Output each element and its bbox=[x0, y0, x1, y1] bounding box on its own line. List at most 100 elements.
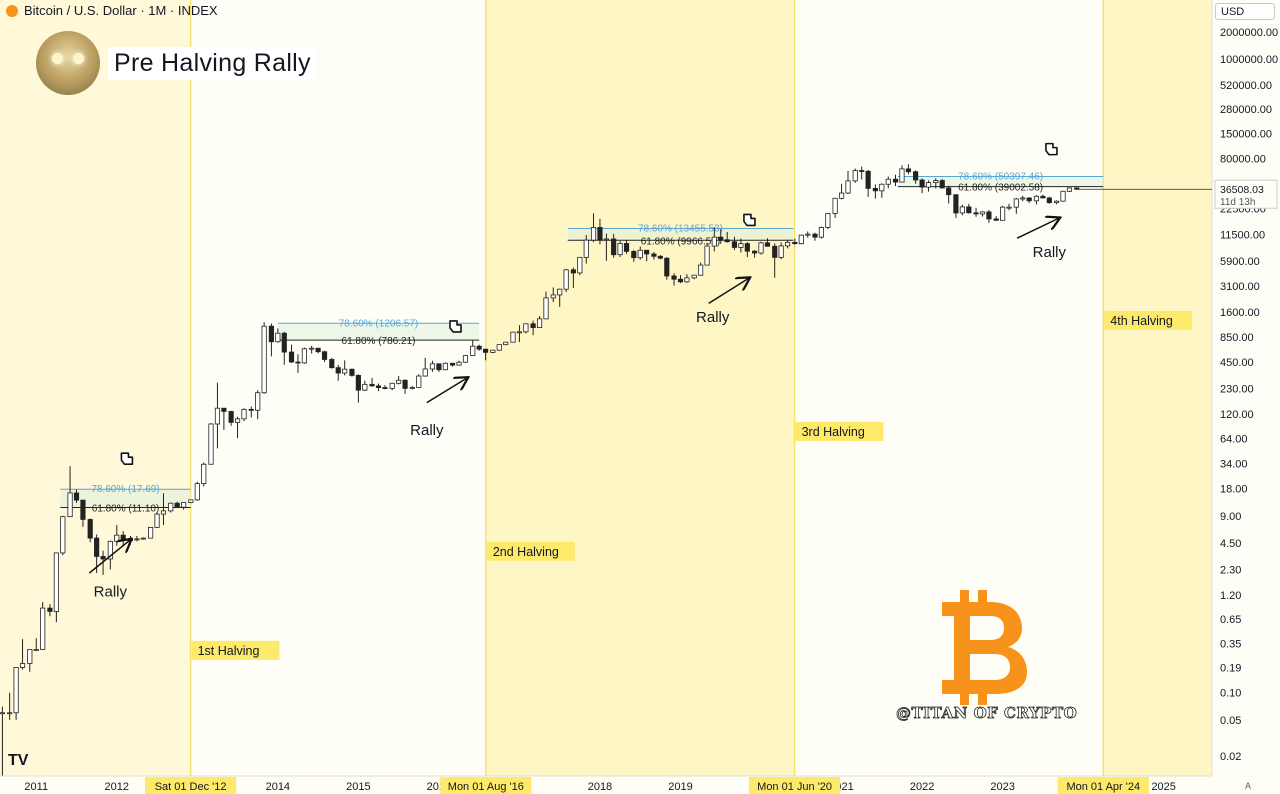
halving-date-bg bbox=[749, 777, 841, 794]
candle bbox=[201, 463, 207, 485]
price-tick-label: 850.00 bbox=[1220, 332, 1254, 344]
price-tick-label: 1.20 bbox=[1220, 590, 1241, 602]
halving-label: 1st Halving bbox=[198, 644, 260, 658]
price-tick-label: 0.02 bbox=[1220, 751, 1241, 763]
price-tick-label: 5900.00 bbox=[1220, 256, 1260, 268]
candle bbox=[214, 407, 221, 425]
halving-date-label: Mon 01 Aug '16 bbox=[448, 781, 524, 793]
candle bbox=[60, 516, 66, 554]
candle bbox=[181, 502, 187, 508]
candle bbox=[422, 368, 428, 377]
price-tick-label: 18.00 bbox=[1220, 484, 1248, 496]
price-tick-label: 0.65 bbox=[1220, 614, 1241, 626]
price-countdown: 11d 13h bbox=[1220, 197, 1255, 208]
candle bbox=[986, 211, 992, 220]
candle bbox=[0, 712, 5, 715]
candle bbox=[577, 256, 583, 274]
candle bbox=[309, 347, 315, 350]
candle bbox=[268, 325, 274, 343]
price-tick-label: 0.10 bbox=[1220, 688, 1241, 700]
candle bbox=[80, 499, 86, 520]
candle bbox=[671, 275, 677, 280]
fib-786-label: 78.60% (50397.46) bbox=[958, 172, 1043, 183]
rally-label: Rally bbox=[1033, 244, 1067, 261]
bitcoin-symbol-icon bbox=[942, 590, 1027, 705]
candle bbox=[53, 552, 59, 612]
time-tick-label: 2011 bbox=[24, 781, 48, 793]
candle bbox=[27, 649, 33, 664]
candle bbox=[778, 245, 784, 258]
candle bbox=[281, 332, 287, 353]
candle bbox=[174, 502, 180, 508]
pointing-hand-shape bbox=[1045, 142, 1058, 156]
price-tick-label: 1000000.00 bbox=[1220, 54, 1278, 66]
candle bbox=[389, 382, 395, 389]
price-tick-label: 280000.00 bbox=[1220, 104, 1272, 116]
rally-arrow bbox=[426, 378, 467, 404]
pointing-hand-shape bbox=[743, 213, 756, 227]
candle bbox=[751, 250, 758, 254]
candle bbox=[953, 194, 959, 214]
candle bbox=[94, 537, 100, 557]
price-tick-label: 520000.00 bbox=[1220, 80, 1272, 92]
price-tick-label: 0.05 bbox=[1220, 715, 1241, 727]
candle bbox=[1053, 200, 1060, 204]
candle bbox=[476, 345, 482, 350]
candle bbox=[462, 355, 469, 363]
price-tick-label: 2.30 bbox=[1220, 564, 1241, 576]
candle bbox=[402, 379, 408, 389]
price-tick-label: 0.19 bbox=[1220, 662, 1241, 674]
candle bbox=[362, 383, 368, 391]
candle bbox=[946, 187, 952, 196]
candle bbox=[684, 277, 690, 283]
candle bbox=[241, 408, 247, 420]
fib-zone-fill bbox=[567, 228, 794, 241]
candle bbox=[13, 667, 19, 714]
halving-date-label: Mon 01 Apr '24 bbox=[1066, 781, 1140, 793]
candle bbox=[396, 379, 402, 384]
fib-618-label: 61.80% (11.10) bbox=[92, 504, 160, 515]
candle bbox=[933, 180, 939, 184]
candle bbox=[785, 241, 791, 247]
halving-band bbox=[0, 0, 191, 776]
candle bbox=[611, 238, 617, 256]
candle bbox=[764, 242, 771, 247]
price-tick-label: 450.00 bbox=[1220, 357, 1254, 369]
avatar-right-eye-icon bbox=[73, 53, 84, 64]
symbol-header[interactable]: Bitcoin / U.S. Dollar · 1M · INDEX bbox=[6, 3, 218, 18]
candle bbox=[959, 206, 965, 214]
candle bbox=[744, 243, 750, 252]
auto-scale-button[interactable]: A bbox=[1244, 781, 1251, 791]
candle bbox=[718, 236, 724, 241]
candle bbox=[758, 242, 764, 254]
candle bbox=[248, 408, 254, 411]
candle bbox=[879, 183, 885, 192]
price-tick-label: 64.00 bbox=[1220, 434, 1248, 446]
time-axis-bg bbox=[0, 776, 1212, 794]
halving-label-bg bbox=[1104, 310, 1193, 330]
candle bbox=[1066, 187, 1073, 192]
candle bbox=[536, 318, 543, 329]
rally-arrow bbox=[1016, 218, 1059, 239]
price-tick-label: 1600.00 bbox=[1220, 307, 1260, 319]
time-tick-label: 2012 bbox=[105, 781, 129, 793]
candle bbox=[563, 269, 569, 290]
candle bbox=[724, 239, 730, 243]
candle bbox=[154, 513, 160, 528]
candle bbox=[704, 245, 710, 266]
candle bbox=[865, 170, 871, 189]
candle bbox=[450, 362, 456, 366]
candle bbox=[664, 257, 670, 277]
bitcoin-logo-icon bbox=[6, 4, 18, 17]
candle bbox=[442, 362, 448, 371]
pointing-hand-shape bbox=[449, 320, 462, 333]
candle bbox=[651, 253, 657, 257]
candle bbox=[1033, 195, 1040, 202]
candle bbox=[261, 325, 267, 394]
candle bbox=[295, 361, 301, 364]
candle bbox=[1006, 206, 1012, 209]
fib-zone-fill bbox=[60, 489, 191, 508]
currency-button[interactable]: USD bbox=[1215, 3, 1275, 20]
candle bbox=[772, 245, 778, 258]
